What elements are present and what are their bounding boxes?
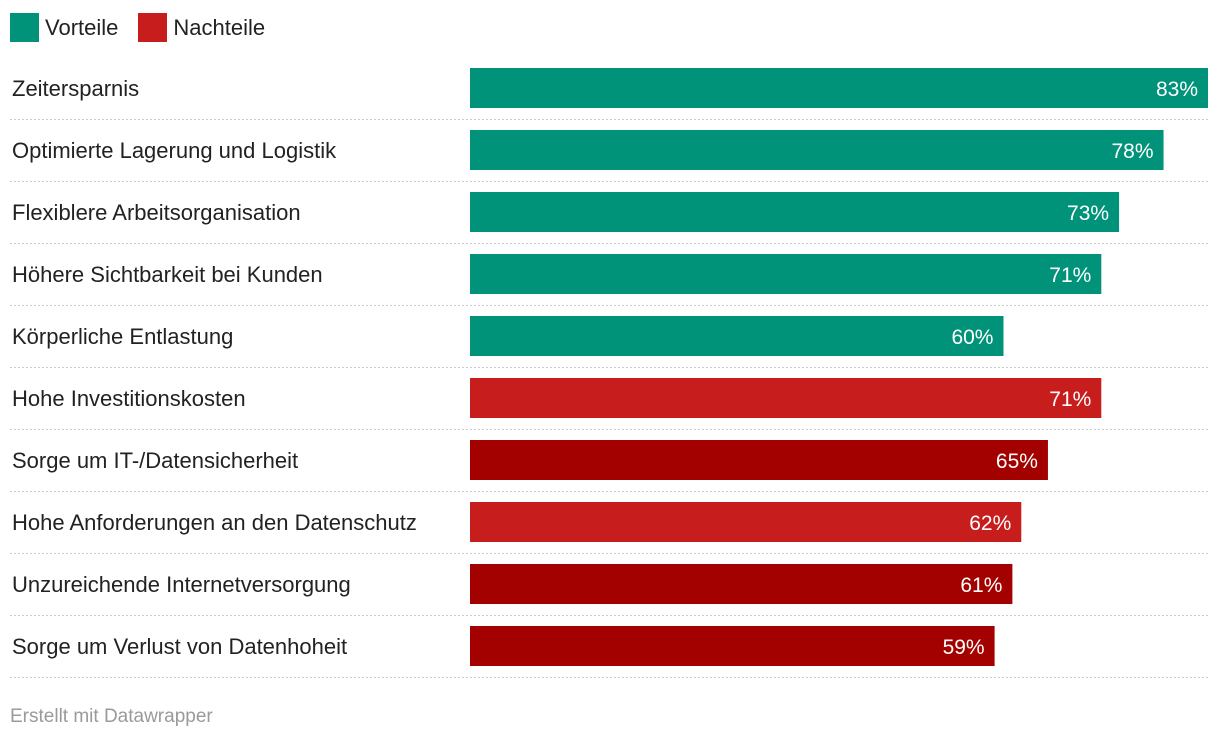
bar[interactable] — [470, 254, 1102, 294]
category-label: Optimierte Lagerung und Logistik — [12, 138, 337, 163]
legend-label-vorteile: Vorteile — [45, 14, 119, 40]
bar[interactable] — [470, 440, 1048, 480]
value-label: 59% — [943, 636, 985, 659]
footer-credit[interactable]: Erstellt mit Datawrapper — [10, 706, 213, 727]
legend-label-nachteile: Nachteile — [173, 14, 266, 40]
legend-swatch-vorteile — [10, 12, 39, 42]
value-label: 71% — [1049, 388, 1091, 411]
category-label: Hohe Investitionskosten — [12, 386, 246, 411]
value-label: 73% — [1067, 202, 1109, 225]
category-label: Höhere Sichtbarkeit bei Kunden — [12, 262, 323, 287]
category-label: Sorge um IT-/Datensicherheit — [12, 448, 298, 473]
value-label: 65% — [996, 450, 1038, 473]
legend-swatch-nachteile — [138, 12, 168, 42]
chart-legend: Vorteile Nachteile — [10, 12, 285, 42]
category-label: Sorge um Verlust von Datenhoheit — [12, 634, 347, 659]
bar[interactable] — [470, 316, 1004, 356]
bar[interactable] — [470, 130, 1164, 170]
bar[interactable] — [470, 626, 995, 666]
category-label: Hohe Anforderungen an den Datenschutz — [12, 510, 417, 535]
category-label: Körperliche Entlastung — [12, 324, 233, 349]
bar[interactable] — [470, 68, 1208, 108]
legend-item-vorteile: Vorteile — [10, 12, 119, 42]
bar[interactable] — [470, 378, 1102, 418]
value-label: 62% — [969, 512, 1011, 535]
category-label: Flexiblere Arbeitsorganisation — [12, 200, 301, 225]
value-label: 60% — [951, 326, 993, 349]
value-label: 61% — [960, 574, 1002, 597]
value-label: 71% — [1049, 264, 1091, 287]
category-label: Unzureichende Internetversorgung — [12, 572, 351, 597]
category-label: Zeitersparnis — [12, 76, 139, 101]
bar[interactable] — [470, 502, 1022, 542]
bar[interactable] — [470, 192, 1120, 232]
bar[interactable] — [470, 564, 1013, 604]
value-label: 83% — [1156, 78, 1198, 101]
bar-chart: Zeitersparnis 83% Optimierte Lagerung und … — [10, 68, 1208, 678]
legend-item-nachteile: Nachteile — [138, 12, 266, 42]
value-label: 78% — [1112, 140, 1154, 163]
